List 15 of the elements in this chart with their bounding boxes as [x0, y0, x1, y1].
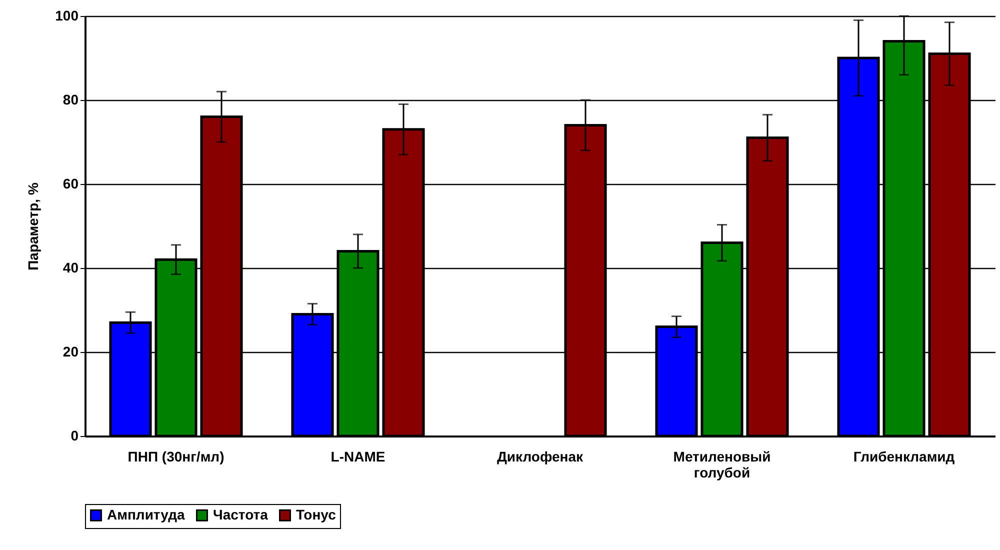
y-tick-label: 40: [62, 260, 79, 276]
x-tick-label: Метиленовый голубой: [673, 448, 771, 480]
y-axis-title: Параметр, %: [25, 182, 42, 270]
y-tick-label: 100: [55, 8, 79, 24]
x-tick-label: Диклофенак: [496, 448, 584, 464]
x-tick-label: Глибенкламид: [853, 448, 955, 464]
legend-label: Амплитуда: [107, 506, 185, 522]
x-tick-label: L-NAME: [330, 448, 386, 464]
y-tick-label: 60: [62, 176, 79, 192]
y-tick-label: 20: [62, 344, 79, 360]
y-tick-label: 80: [62, 92, 79, 108]
legend-label: Тонус: [296, 506, 336, 522]
legend-label: Частота: [213, 506, 268, 522]
y-tick-label: 0: [70, 428, 79, 444]
x-tick-label: ПНП (30нг/мл): [128, 448, 224, 464]
